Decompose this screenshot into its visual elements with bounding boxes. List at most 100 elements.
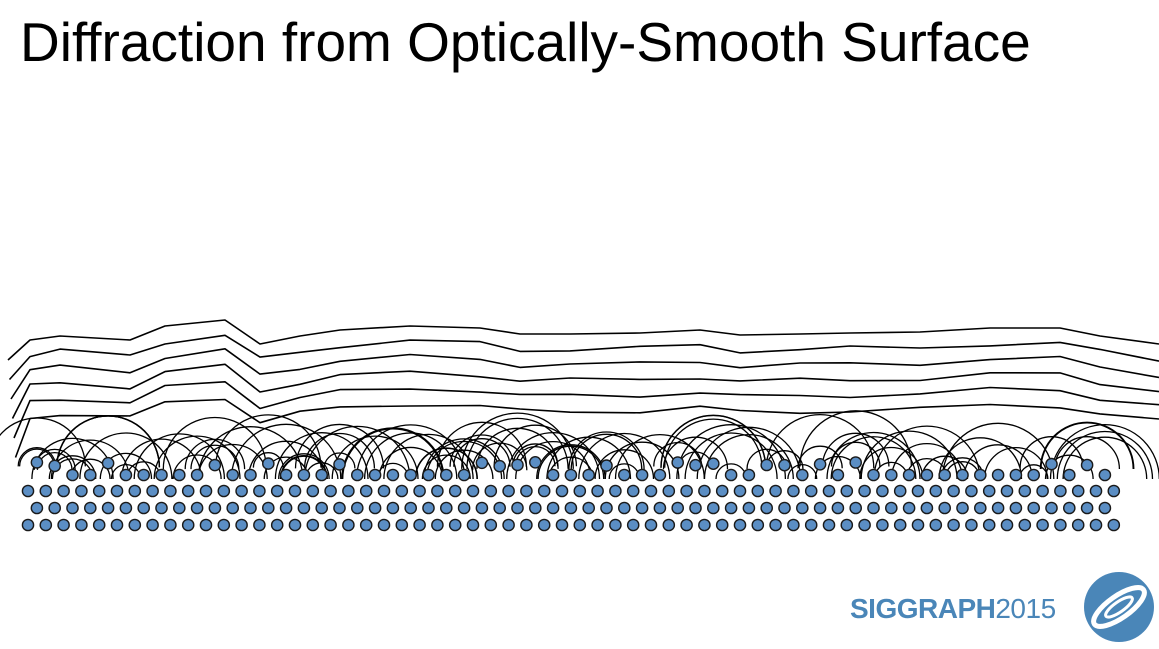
- siggraph-logo: SIGGRAPH2015: [850, 568, 1155, 646]
- surface-atom: [92, 484, 106, 498]
- surface-atom: [1071, 484, 1085, 498]
- surface-atom: [849, 501, 863, 515]
- surface-atom: [956, 468, 969, 482]
- surface-atom: [164, 518, 177, 532]
- surface-atom: [226, 501, 239, 515]
- surface-atom: [582, 468, 596, 482]
- surface-atom: [822, 518, 836, 532]
- wavelet-arc: [546, 436, 632, 480]
- surface-atom: [377, 484, 391, 498]
- wavefront-line: [11, 363, 1159, 419]
- surface-atom: [270, 518, 284, 532]
- surface-atom: [920, 501, 934, 515]
- surface-atom: [484, 518, 498, 532]
- surface-atom: [760, 501, 774, 515]
- secondary-wavelets: [0, 410, 1159, 480]
- surface-atom: [119, 501, 133, 515]
- surface-atom: [101, 456, 115, 470]
- surface-atom: [1000, 518, 1014, 532]
- surface-atom: [796, 468, 809, 482]
- surface-atom: [110, 518, 124, 532]
- wavefront-line: [7, 319, 1159, 361]
- surface-atom: [787, 518, 800, 532]
- surface-atom: [253, 484, 266, 498]
- surface-atom: [974, 468, 987, 482]
- wavelet-arc: [938, 437, 1023, 480]
- surface-atom: [600, 459, 613, 472]
- surface-atom: [858, 484, 871, 498]
- surface-atom: [439, 501, 453, 515]
- surface-atom: [537, 518, 551, 532]
- surface-atom: [261, 457, 275, 470]
- surface-atom: [840, 484, 854, 498]
- surface-atom: [1080, 501, 1094, 515]
- surface-atom: [1071, 518, 1085, 532]
- surface-atom: [1045, 457, 1058, 471]
- surface-atom: [128, 518, 142, 532]
- surface-atom: [146, 484, 159, 498]
- surface-atom: [306, 518, 320, 532]
- surface-atom: [520, 484, 533, 498]
- surface-atom: [244, 501, 257, 515]
- surface-atom: [75, 518, 88, 532]
- surface-atom: [199, 484, 213, 498]
- surface-atom: [582, 501, 596, 515]
- surface-atom: [840, 518, 854, 532]
- surface-atom: [724, 468, 738, 482]
- surface-atom: [190, 501, 204, 515]
- surface-atom: [938, 501, 952, 515]
- surface-atom: [1080, 458, 1094, 472]
- surface-atom: [1018, 518, 1032, 532]
- surface-atom: [804, 484, 818, 498]
- surface-atom: [573, 518, 587, 532]
- wavelet-arc: [1062, 436, 1148, 480]
- surface-atom: [885, 501, 898, 515]
- wavelet-arc: [696, 426, 802, 480]
- surface-atom: [350, 501, 364, 515]
- wavefront-line: [14, 398, 1159, 458]
- surface-atom: [288, 518, 302, 532]
- wavelet-arc: [830, 441, 881, 467]
- surface-atom: [431, 518, 444, 532]
- surface-atom: [991, 501, 1005, 515]
- surface-atom: [520, 518, 533, 532]
- surface-atom: [707, 501, 720, 515]
- surface-atom: [164, 484, 177, 498]
- surface-atom: [1009, 501, 1023, 515]
- surface-atom: [698, 484, 711, 498]
- wavelet-arc: [133, 433, 226, 480]
- surface-atom: [48, 501, 62, 515]
- surface-atom: [21, 518, 35, 532]
- surface-atom: [715, 518, 729, 532]
- surface-atom: [128, 484, 142, 498]
- surface-atom: [315, 468, 329, 482]
- surface-atom: [84, 501, 97, 515]
- surface-atom: [813, 457, 827, 471]
- wavelet-arc: [1056, 430, 1154, 480]
- surface-atom: [929, 518, 943, 532]
- surface-atom: [618, 501, 631, 515]
- surface-atom: [110, 484, 124, 498]
- surface-atom: [431, 484, 444, 498]
- surface-atom: [413, 484, 426, 498]
- surface-atom: [635, 468, 649, 482]
- surface-atom: [493, 501, 507, 515]
- surface-atom: [1000, 484, 1014, 498]
- wavelet-arc: [570, 433, 643, 470]
- surface-atom: [422, 468, 435, 482]
- surface-atom: [1027, 501, 1040, 515]
- surface-atom: [876, 484, 889, 498]
- surface-atom: [226, 468, 239, 482]
- wavelet-arc: [304, 425, 411, 480]
- wavelet-arc: [214, 414, 322, 468]
- wavelet-arc: [323, 452, 356, 469]
- wavelet-arc: [18, 448, 55, 467]
- surface-atom: [849, 456, 863, 469]
- surface-atom: [404, 501, 418, 515]
- surface-atom: [324, 484, 337, 498]
- surface-atom: [537, 484, 551, 498]
- surface-atom: [938, 468, 952, 482]
- surface-atom: [21, 484, 35, 498]
- surface-atom: [715, 484, 729, 498]
- wavelet-arc: [860, 430, 958, 480]
